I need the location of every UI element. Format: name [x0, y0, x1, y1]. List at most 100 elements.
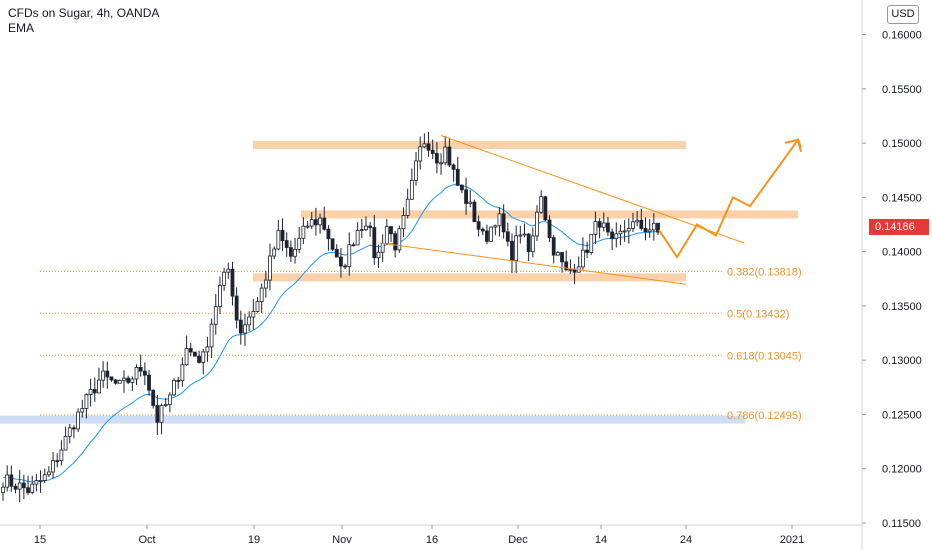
candle-body — [409, 179, 414, 200]
candle-body — [601, 222, 606, 228]
support-zone-blue — [0, 415, 745, 424]
x-tick-label: 24 — [680, 534, 692, 546]
candle-body — [635, 219, 640, 223]
y-tick-label: 0.14500 — [882, 192, 922, 204]
trendlines — [379, 135, 745, 285]
candle-body — [447, 146, 452, 166]
candle-body — [147, 374, 151, 391]
x-tick-label: Dec — [508, 534, 528, 546]
candle-body — [72, 427, 76, 430]
candle-body — [505, 231, 510, 242]
x-tick-label: 16 — [426, 534, 438, 546]
indicator-label: EMA — [8, 21, 35, 35]
candle-body — [268, 255, 272, 281]
projection-line — [658, 137, 802, 259]
candle-body — [526, 233, 531, 253]
candle-body — [255, 301, 260, 312]
y-tick-label: 0.16000 — [882, 30, 922, 42]
x-tick-label: 19 — [248, 534, 260, 546]
candle-body — [42, 474, 47, 481]
candle-body — [368, 225, 373, 228]
candle-body — [510, 240, 514, 262]
candle-body — [355, 229, 360, 246]
candle-body — [284, 240, 289, 248]
y-tick-label: 0.15500 — [882, 84, 922, 96]
candle-body — [130, 378, 135, 383]
candle-body — [101, 370, 106, 381]
candle-body — [222, 271, 227, 286]
candle-body — [631, 221, 635, 229]
candle-body — [46, 471, 51, 476]
candle-body — [301, 225, 306, 239]
candle-body — [389, 226, 393, 235]
candle-body — [468, 201, 473, 204]
candle-body — [451, 164, 456, 170]
candle-body — [380, 243, 385, 253]
candle-body — [63, 435, 68, 451]
candle-body — [55, 460, 60, 463]
candle-body — [193, 351, 197, 357]
candle-body — [397, 228, 402, 251]
candle-body — [656, 222, 660, 233]
last-price-badge: 0.14186 — [869, 219, 929, 235]
candles — [1, 131, 660, 503]
candle-body — [430, 149, 435, 154]
candle-body — [405, 198, 410, 216]
candle-body — [322, 217, 327, 230]
candle-body — [280, 229, 285, 242]
candle-body — [501, 213, 506, 233]
candle-body — [297, 237, 302, 250]
candle-body — [218, 284, 222, 307]
candle-body — [205, 346, 210, 353]
candle-body — [393, 233, 398, 251]
fib-label: 0.5(0.13432) — [727, 308, 789, 320]
candle-body — [67, 427, 72, 437]
y-tick-label: 0.13000 — [882, 355, 922, 367]
candle-body — [134, 367, 139, 380]
candle-body — [293, 248, 297, 257]
candle-body — [243, 324, 247, 334]
candle-body — [643, 228, 648, 233]
candle-body — [122, 377, 126, 381]
candle-body — [272, 248, 277, 257]
candle-body — [535, 211, 539, 237]
candle-body — [151, 389, 156, 406]
candle-body — [610, 231, 615, 240]
projection-path — [658, 137, 802, 259]
candle-body — [330, 238, 335, 250]
candle-body — [247, 316, 252, 326]
candle-body — [276, 229, 281, 250]
currency-button[interactable]: USD — [887, 5, 919, 24]
candle-body — [155, 405, 160, 423]
candle-body — [34, 480, 39, 485]
resistance-zone-mid — [301, 210, 798, 219]
candle-body — [142, 370, 147, 376]
ema-path — [2, 184, 658, 483]
candle-body — [138, 367, 143, 372]
candle-body — [326, 228, 331, 240]
chart-title: CFDs on Sugar, 4h, OANDA — [8, 6, 160, 20]
candle-body — [514, 235, 519, 262]
candle-body — [117, 380, 122, 384]
candle-body — [13, 485, 18, 490]
candle-body — [472, 201, 477, 223]
candle-body — [543, 196, 548, 221]
candle-body — [597, 221, 602, 228]
candle-body — [568, 268, 573, 271]
candle-body — [414, 160, 418, 181]
candle-body — [163, 404, 168, 407]
candle-body — [539, 196, 544, 213]
candle-body — [464, 189, 468, 204]
candle-body — [547, 219, 552, 239]
candle-body — [97, 379, 101, 394]
candle-body — [21, 482, 26, 489]
candle-body — [489, 226, 494, 242]
candle-body — [593, 221, 598, 235]
candle-body — [497, 213, 502, 227]
candle-body — [84, 394, 89, 409]
candle-body — [184, 348, 189, 366]
candle-body — [259, 287, 264, 302]
candle-body — [9, 474, 14, 487]
y-tick-label: 0.13500 — [882, 301, 922, 313]
